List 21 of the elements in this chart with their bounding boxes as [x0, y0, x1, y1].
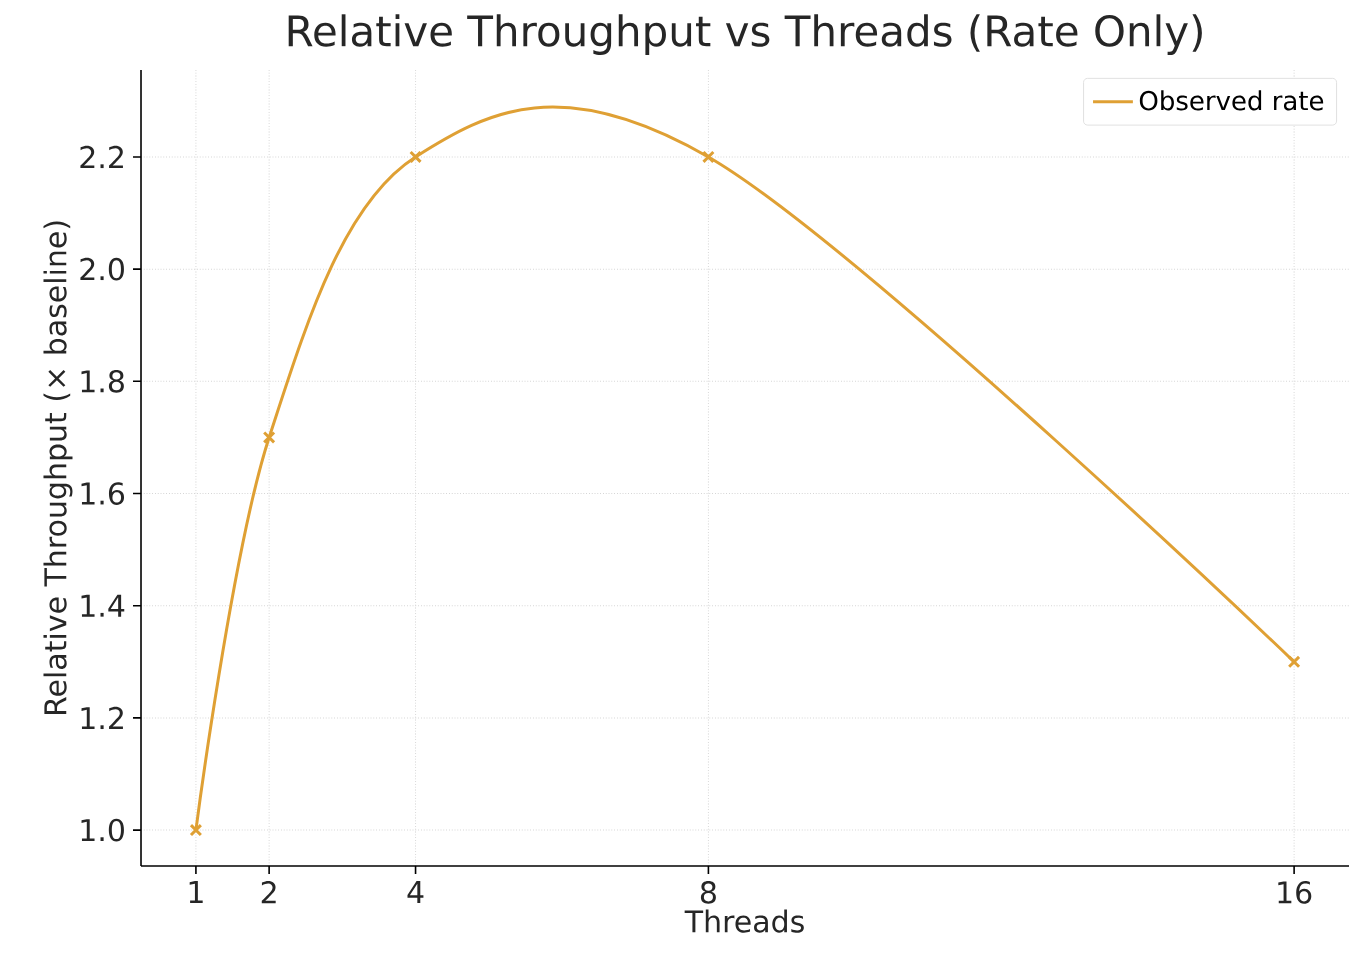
y-tick-label: 1.4 [81, 594, 125, 617]
x-tick-label: 8 [700, 881, 716, 904]
y-tick-label: 1.2 [81, 706, 123, 730]
x-tick-label: 4 [407, 881, 424, 903]
x-axis-title: Threads [684, 909, 804, 933]
y-tick-label: 1.0 [81, 818, 124, 842]
y-axis-title: Relative Throughput (× baseline) [43, 221, 73, 715]
point [262, 430, 276, 444]
y-tick-label: 1.8 [81, 369, 124, 393]
point [189, 823, 203, 837]
y-tick-label: 2.2 [80, 145, 123, 169]
legend-label: Observed rate [1139, 90, 1324, 111]
y-tick-label: 1.6 [81, 482, 125, 505]
point [409, 150, 422, 164]
chart-title: Relative Throughput vs Threads (Rate Only) [288, 14, 1202, 55]
point [701, 150, 715, 164]
point [1287, 655, 1301, 669]
y-tick-label: 2.0 [80, 257, 124, 281]
x-tick-label: 2 [261, 881, 276, 904]
x-tick-label: 1 [189, 881, 203, 903]
x-tick-label: 16 [1278, 881, 1312, 904]
